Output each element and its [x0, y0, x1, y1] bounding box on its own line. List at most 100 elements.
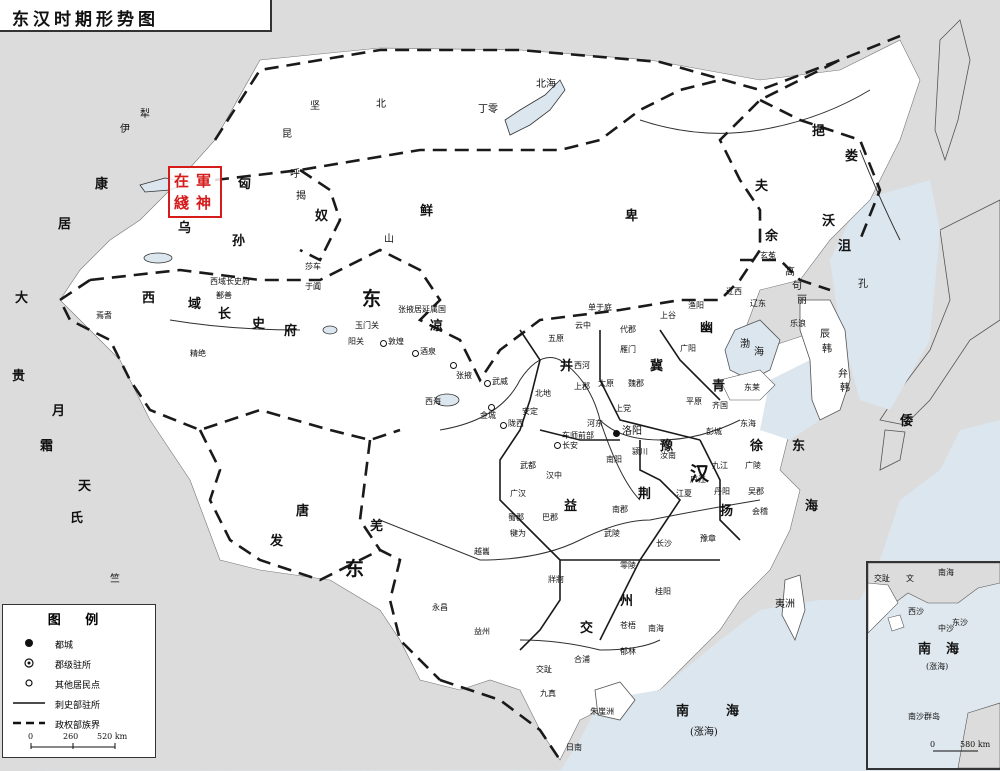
legend-row-settlement: 其他居民点 [11, 675, 151, 691]
region-label-dong-south: 东 [345, 558, 365, 580]
city-label-wudu: 武都 [520, 461, 536, 470]
sea-label-east-2: 海 [805, 499, 819, 514]
city-label-cangwu: 苍梧 [620, 621, 636, 630]
scale-label-520: 520 km [97, 732, 128, 741]
region-label-han: 汉 [690, 463, 710, 485]
city-label-nanhai-jun: 南海 [648, 624, 664, 633]
inset-label-hai: 海 [946, 642, 960, 657]
legend-solid-line-symbol [13, 702, 45, 704]
city-label-yumenguan: 玉门关 [355, 321, 379, 330]
province-label-jiao: 交 [580, 621, 594, 636]
region-label-yuezhi-2: 月 [52, 404, 66, 419]
city-label-nanjun: 南郡 [612, 505, 628, 514]
city-marker-longxi [500, 422, 507, 429]
city-label-zangke: 牂牁 [548, 575, 564, 584]
city-label-wujun: 吴郡 [748, 487, 764, 496]
city-label-jiaozhi: 交趾 [536, 665, 552, 674]
city-label-guanghan: 广汉 [510, 489, 526, 498]
city-label-yunzhong: 云中 [575, 321, 591, 330]
city-label-jincheng: 金城 [480, 411, 496, 420]
city-label-wuwei: 武威 [492, 377, 508, 386]
province-label-yang: 扬 [720, 504, 734, 519]
region-label-yilou-1: 挹 [812, 124, 826, 139]
city-label-yutian: 精绝 [190, 349, 206, 358]
inset-label-nanhai: 南海 [938, 568, 954, 577]
city-label-luoyang: 洛阳 [622, 426, 642, 437]
red-seal-stamp: 在 軍 綫 神 [168, 166, 222, 218]
region-label-hujie-1: 呼 [290, 169, 300, 180]
city-label-lujiang: 庐江 [690, 475, 706, 484]
city-label-xuantu: 玄菟 [760, 251, 776, 260]
city-label-zhuya: 朱崖洲 [590, 707, 614, 716]
city-label-zhangye: 张掖 [456, 371, 472, 380]
city-label-shanggu: 上谷 [660, 311, 676, 320]
city-label-liaoxi: 辽西 [726, 287, 742, 296]
city-label-shangdang: 上党 [615, 404, 631, 413]
legend-row-prefecture: 郡级驻所 [11, 655, 151, 671]
region-label-xianbei-1: 鲜 [420, 204, 434, 219]
city-label-weijun: 魏郡 [628, 379, 644, 388]
region-label-wusun-2: 孙 [232, 234, 246, 249]
han-realm-land [59, 39, 921, 761]
legend-label-settlement: 其他居民点 [55, 681, 101, 691]
island-label-yizhou: 夷洲 [775, 599, 795, 610]
province-label-bing: 并 [560, 359, 574, 374]
city-label-kuaiji: 会稽 [752, 507, 768, 516]
legend-prefecture-symbol [24, 658, 34, 668]
inset-label-xisha: 西沙 [908, 607, 924, 616]
rivers [169, 89, 901, 651]
region-label-xiyu-3: 长 [218, 307, 232, 322]
region-label-sanhan-4: 韩 [840, 383, 850, 394]
region-label-tianzhu-2: 竺 [110, 574, 120, 585]
city-label-beidi: 北地 [535, 389, 551, 398]
city-label-jiuzhen: 九真 [540, 689, 556, 698]
taiwan-island [781, 574, 806, 642]
city-label-bajun: 巴郡 [542, 513, 558, 522]
legend-scale-bar: 0 260 520 km [11, 732, 127, 753]
province-label-yi: 益 [564, 499, 578, 514]
map-title: 东汉时期形势图 [12, 10, 159, 30]
region-label-juyan: 居 [58, 217, 72, 232]
city-label-xihe: 西河 [574, 361, 590, 370]
inset-label-zhongsha: 中沙 [938, 624, 954, 633]
region-label-hujie-2: 揭 [296, 191, 306, 202]
city-marker-wuwei [484, 380, 491, 387]
city-label-yuexi: 越巂 [474, 547, 490, 556]
island-label-kong: 孔 [858, 279, 868, 290]
legend-settlement-symbol [25, 679, 33, 687]
south-sea [560, 600, 860, 771]
province-label-jing: 荆 [638, 487, 652, 502]
legend-row-capital: 都城 [11, 635, 151, 651]
region-label-xiongnu-2: 奴 [315, 209, 329, 224]
legend-label-capital: 都城 [55, 641, 74, 651]
city-label-zhangye-juyan: 张掖居延属国 [398, 305, 446, 314]
region-label-xiyu-4: 史 [252, 317, 266, 332]
region-label-dingling: 丁零 [478, 104, 498, 115]
city-label-runan: 汝南 [660, 451, 676, 460]
scale-label-260: 260 [63, 732, 79, 741]
region-label-xiongnu-1: 匈 [238, 177, 252, 192]
region-label-xiyu-5: 府 [284, 324, 298, 339]
hainan-island [594, 681, 636, 721]
region-label-jiankun-1: 坚 [310, 101, 320, 112]
region-label-qiang-2: 羌 [370, 519, 384, 534]
region-label-beihai: 北 [376, 99, 386, 110]
city-label-wuling: 武陵 [604, 529, 620, 538]
inset-label-nan: 南 [918, 642, 932, 657]
city-label-jiujiang: 九江 [712, 461, 728, 470]
city-label-changsha: 长沙 [656, 539, 672, 548]
region-label-qiang-1: 唐 [296, 504, 310, 519]
city-label-longxi: 陇西 [508, 419, 524, 428]
city-label-wuyuan: 五原 [548, 334, 564, 343]
region-label-wo: 倭 [900, 414, 914, 429]
city-label-rinan: 日南 [566, 743, 582, 752]
city-label-yuyang: 渔阳 [688, 301, 704, 310]
region-label-fuyu-1: 夫 [755, 179, 769, 194]
polity-borders [58, 34, 901, 761]
region-label-daxianbei-shan: 山 [384, 234, 394, 245]
yellow-river [439, 357, 741, 441]
province-lines [499, 329, 741, 651]
region-label-fuyu-2: 余 [765, 229, 779, 244]
city-label-pengcheng: 彭城 [706, 427, 722, 436]
